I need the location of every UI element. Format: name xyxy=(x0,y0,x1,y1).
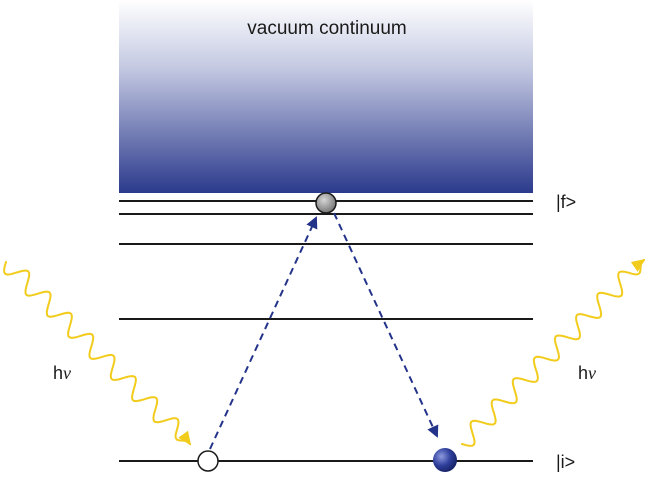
energy-levels xyxy=(119,200,533,462)
incoming-photon-wave xyxy=(3,261,192,446)
incoming-photon-h: h xyxy=(53,363,63,383)
final-electron xyxy=(433,448,457,472)
initial-state-label: |i> xyxy=(556,452,575,472)
outgoing-photon-h: h xyxy=(578,363,588,383)
incoming-photon-label: hν xyxy=(53,363,71,383)
outgoing-photon-wave xyxy=(461,258,645,447)
vacuum-continuum-band xyxy=(119,0,533,193)
outgoing-photon-nu: ν xyxy=(588,363,596,383)
continuum-label: vacuum continuum xyxy=(247,18,406,39)
initial-empty-state xyxy=(197,450,219,472)
outgoing-photon-label: hν xyxy=(578,363,596,383)
excitation-arrow xyxy=(209,216,318,450)
final-state-label: |f> xyxy=(556,192,576,212)
virtual-state-electron xyxy=(315,192,337,214)
deexcitation-arrow xyxy=(333,212,439,438)
incoming-photon-nu: ν xyxy=(63,363,71,383)
